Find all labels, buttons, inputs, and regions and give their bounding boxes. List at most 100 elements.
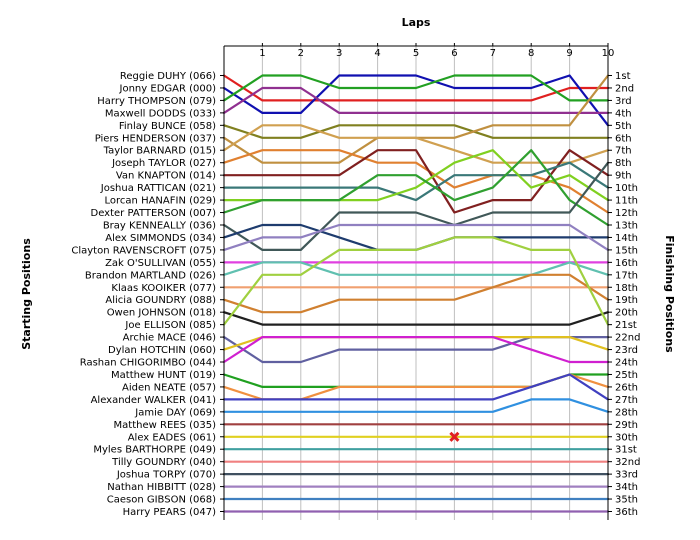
starting-position-label: Aiden NEATE (057): [122, 382, 216, 393]
finishing-position-label: 29th: [615, 420, 638, 431]
lap-tick-label: 10: [602, 48, 615, 59]
finishing-position-label: 34th: [615, 482, 638, 493]
series-line: [222, 223, 610, 251]
series-line: [222, 124, 610, 164]
finishing-position-label: 20th: [615, 308, 638, 319]
finishing-position-label: 27th: [615, 395, 638, 406]
finishing-position-label: 33rd: [615, 470, 638, 481]
lap-tick-label: 7: [490, 48, 496, 59]
event-marker: [449, 431, 460, 442]
finishing-position-label: 30th: [615, 432, 638, 443]
finishing-position-label: 9th: [615, 171, 632, 182]
finishing-position-label: 31st: [615, 445, 637, 456]
finishing-position-label: 36th: [615, 507, 638, 518]
series-line: [222, 161, 610, 251]
starting-position-label: Alex EADES (061): [128, 432, 216, 443]
finishing-position-label: 2nd: [615, 83, 634, 94]
finishing-position-label: 23rd: [615, 345, 638, 356]
series-line: [222, 86, 610, 115]
starting-position-label: Harry PEARS (047): [123, 507, 216, 518]
starting-position-label: Archie MACE (046): [123, 333, 216, 344]
finishing-position-label: 19th: [615, 295, 638, 306]
finishing-position-label: 13th: [615, 220, 638, 231]
finishing-position-label: 11th: [615, 196, 638, 207]
starting-position-label: Caeson GIBSON (068): [107, 495, 216, 506]
starting-position-label: Matthew REES (035): [114, 420, 217, 431]
markers-group: [449, 431, 460, 442]
starting-position-label: Lorcan HANAFIN (029): [105, 196, 217, 207]
starting-position-label: Brandon MARTLAND (026): [85, 270, 216, 281]
starting-position-label: Joshua RATTICAN (021): [100, 183, 216, 194]
starting-position-label: Finlay BUNCE (058): [119, 121, 216, 132]
finishing-position-label: 18th: [615, 283, 638, 294]
starting-position-label: Reggie DUHY (066): [120, 71, 216, 82]
starting-position-label: Alexander WALKER (041): [91, 395, 217, 406]
left-axis-title: Starting Positions: [20, 238, 33, 350]
lap-tick-label: 2: [298, 48, 304, 59]
series-line: [222, 273, 610, 314]
starting-position-label: Tilly GOUNDRY (040): [111, 457, 216, 468]
finishing-position-label: 12th: [615, 208, 638, 219]
finishing-position-label: 14th: [615, 233, 638, 244]
starting-position-label: Klaas KOOIKER (077): [111, 283, 216, 294]
starting-position-label: Maxwell DODDS (033): [105, 108, 216, 119]
series-line: [222, 311, 610, 326]
lap-tick-label: 4: [374, 48, 380, 59]
series-line: [222, 161, 610, 202]
finishing-position-label: 26th: [615, 382, 638, 393]
lap-tick-label: 5: [413, 48, 419, 59]
starting-position-label: Nathan HIBBITT (028): [107, 482, 216, 493]
starting-position-label: Zak O'SULLIVAN (055): [105, 258, 216, 269]
starting-position-label: Taylor BARNARD (015): [103, 146, 216, 157]
series-line: [222, 149, 610, 214]
finishing-position-label: 35th: [615, 495, 638, 506]
right-axis-title: Finishing Positions: [663, 235, 676, 353]
starting-position-label: Piers HENDERSON (037): [95, 133, 216, 144]
starting-position-label: Van KNAPTON (014): [116, 171, 216, 182]
series-group: [222, 74, 610, 513]
lap-tick-label: 6: [451, 48, 457, 59]
finishing-position-label: 16th: [615, 258, 638, 269]
starting-position-label: Rashan CHIGORIMBO (044): [80, 358, 216, 369]
starting-position-label: Dylan HOTCHIN (060): [108, 345, 216, 356]
starting-position-label: Joshua TORPY (070): [116, 470, 216, 481]
series-line: [222, 373, 610, 401]
series-line: [222, 124, 610, 139]
finishing-position-label: 4th: [615, 108, 632, 119]
series-line: [222, 149, 610, 227]
starting-position-label: Dexter PATTERSON (007): [91, 208, 217, 219]
starting-position-label: Myles BARTHORPE (049): [93, 445, 216, 456]
starting-position-label: Alex SIMMONDS (034): [105, 233, 216, 244]
finishing-position-label: 22nd: [615, 333, 640, 344]
starting-position-label: Bray KENNEALLY (036): [103, 220, 216, 231]
series-line: [222, 261, 610, 276]
finishing-position-label: 1st: [615, 71, 631, 82]
axes-group: 1 2 3 4 5 6 7 8 9 10 Reggie DUHY (066)Jonny EDGAR …: [71, 43, 640, 520]
finishing-position-label: 17th: [615, 270, 638, 281]
series-line: [222, 398, 610, 413]
x-axis-title: Laps: [402, 16, 431, 29]
lap-tick-label: 3: [336, 48, 342, 59]
starting-position-label: Joe ELLISON (085): [124, 320, 216, 331]
finishing-position-label: 24th: [615, 358, 638, 369]
lap-tick-label: 9: [566, 48, 572, 59]
finishing-position-label: 8th: [615, 158, 632, 169]
series-line: [222, 74, 610, 102]
finishing-position-label: 15th: [615, 245, 638, 256]
starting-position-label: Clayton RAVENSCROFT (075): [71, 245, 216, 256]
starting-position-label: Jamie DAY (069): [134, 407, 216, 418]
starting-position-label: Jonny EDGAR (000): [119, 83, 217, 94]
finishing-position-label: 32nd: [615, 457, 640, 468]
starting-position-label: Matthew HUNT (019): [111, 370, 216, 381]
finishing-position-label: 25th: [615, 370, 638, 381]
finishing-position-label: 21st: [615, 320, 637, 331]
finishing-position-label: 6th: [615, 133, 632, 144]
lap-tick-label: 8: [528, 48, 534, 59]
series-line: [222, 236, 610, 326]
finishing-position-label: 3rd: [615, 96, 632, 107]
starting-position-label: Owen JOHNSON (018): [107, 308, 216, 319]
finishing-position-label: 10th: [615, 183, 638, 194]
series-line: [222, 336, 610, 364]
finishing-position-label: 28th: [615, 407, 638, 418]
